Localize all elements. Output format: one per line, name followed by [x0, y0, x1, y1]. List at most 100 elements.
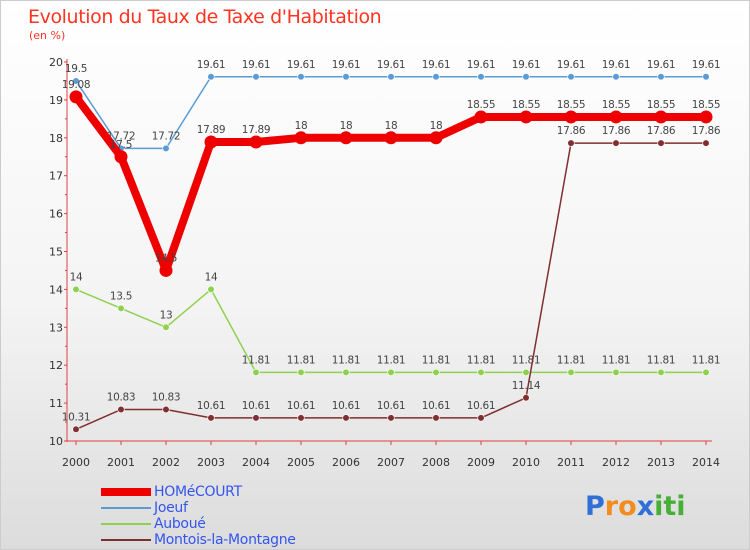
data-point-montois-la-montagne [117, 405, 125, 414]
data-point-montois-la-montagne [432, 414, 440, 422]
data-point-hom-court [204, 135, 218, 149]
logo-letter: i [676, 491, 686, 522]
data-label-joeuf: 19.61 [242, 59, 271, 71]
legend-item-homecourt: HOMéCOURT [101, 484, 296, 500]
data-label-joeuf: 19.61 [332, 59, 361, 71]
legend-swatch-joeuf [101, 507, 151, 509]
data-label-hom-court: 18.55 [467, 99, 496, 111]
data-point-joeuf [432, 73, 440, 81]
data-label-montois-la-montagne: 17.86 [557, 125, 586, 137]
data-label-hom-court: 18.55 [602, 99, 631, 111]
data-point-montois-la-montagne [522, 394, 530, 402]
data-label-hom-court: 17.89 [242, 124, 271, 136]
y-tick-label: 20 [49, 56, 63, 69]
data-point-hom-court [294, 131, 308, 145]
data-point-montois-la-montagne [72, 425, 80, 433]
data-label-aubou-: 13.5 [110, 290, 132, 302]
data-point-joeuf [567, 73, 575, 81]
data-point-hom-court [69, 90, 83, 104]
data-point-montois-la-montagne [252, 414, 260, 422]
series-line-montois-la-montagne [75, 142, 707, 431]
proxiti-logo: Proxiti [585, 491, 686, 527]
legend-item-joeuf: Joeuf [101, 500, 296, 516]
data-label-montois-la-montagne: 17.86 [647, 125, 676, 137]
legend-swatch-homecourt [101, 488, 151, 496]
y-tick-label: 16 [49, 208, 63, 221]
logo-letter: r [604, 491, 619, 522]
data-label-joeuf: 19.61 [557, 59, 586, 71]
data-point-joeuf [612, 73, 620, 81]
data-label-aubou-: 11.81 [602, 354, 631, 366]
data-label-joeuf: 19.61 [692, 59, 721, 71]
x-tick-label: 2006 [332, 456, 360, 469]
data-point-hom-court [519, 110, 533, 124]
data-label-joeuf: 17.72 [152, 130, 181, 142]
data-point-joeuf [657, 73, 665, 81]
data-label-montois-la-montagne: 10.61 [467, 400, 496, 412]
data-label-hom-court: 17.89 [197, 124, 226, 136]
legend-label-joeuf: Joeuf [154, 500, 188, 516]
data-point-hom-court [249, 135, 263, 149]
logo-letter: P [585, 491, 605, 522]
data-point-aubou- [252, 368, 260, 377]
data-point-hom-court [429, 131, 443, 145]
data-point-hom-court [564, 110, 578, 124]
legend-label-auboue: Auboué [154, 516, 206, 532]
x-tick-label: 2003 [197, 456, 225, 469]
y-tick-label: 15 [49, 246, 63, 259]
x-tick-label: 2013 [647, 456, 675, 469]
data-point-joeuf [477, 73, 485, 81]
data-label-aubou-: 14 [205, 271, 218, 283]
data-label-hom-court: 18 [295, 120, 308, 132]
y-tick-label: 18 [49, 132, 63, 145]
data-point-joeuf [702, 73, 710, 81]
data-label-montois-la-montagne: 10.61 [287, 400, 316, 412]
data-label-montois-la-montagne: 10.83 [107, 392, 136, 404]
data-point-montois-la-montagne [207, 414, 215, 422]
y-tick-label: 17 [49, 170, 63, 183]
legend-item-auboue: Auboué [101, 516, 296, 532]
data-point-aubou- [387, 368, 395, 377]
data-label-hom-court: 18.55 [692, 99, 721, 111]
data-point-joeuf [297, 73, 305, 81]
data-point-aubou- [342, 368, 350, 377]
chart-subtitle: (en %) [29, 29, 66, 42]
y-tick-label: 13 [49, 321, 63, 334]
data-point-aubou- [477, 368, 485, 377]
x-tick-label: 2010 [512, 456, 540, 469]
data-point-montois-la-montagne [387, 414, 395, 422]
data-point-aubou- [432, 368, 440, 377]
data-label-montois-la-montagne: 17.86 [692, 125, 721, 137]
data-point-joeuf [522, 73, 530, 81]
data-label-aubou-: 11.81 [287, 354, 316, 366]
data-label-hom-court: 18 [385, 120, 398, 132]
logo-letter: i [654, 491, 664, 522]
data-label-montois-la-montagne: 10.61 [197, 400, 226, 412]
y-tick-label: 12 [49, 359, 63, 372]
data-label-aubou-: 11.81 [467, 354, 496, 366]
data-label-aubou-: 14 [70, 271, 83, 283]
x-tick-label: 2008 [422, 456, 450, 469]
data-point-aubou- [162, 323, 170, 331]
data-point-montois-la-montagne [342, 414, 350, 422]
data-label-joeuf: 19.61 [602, 59, 631, 71]
data-point-aubou- [117, 304, 125, 312]
data-label-joeuf: 19.61 [197, 59, 226, 71]
data-label-aubou-: 13 [160, 309, 173, 321]
data-label-aubou-: 11.81 [377, 354, 406, 366]
chart-title: Evolution du Taux de Taxe d'Habitation [28, 6, 382, 28]
legend-item-montois: Montois-la-Montagne [101, 532, 296, 548]
data-label-aubou-: 11.81 [647, 354, 676, 366]
data-label-montois-la-montagne: 10.61 [332, 400, 361, 412]
data-label-montois-la-montagne: 10.61 [377, 400, 406, 412]
y-tick-label: 10 [49, 435, 63, 448]
data-label-aubou-: 11.81 [557, 354, 586, 366]
data-label-joeuf: 19.61 [287, 59, 316, 71]
data-point-montois-la-montagne [657, 139, 665, 147]
data-label-montois-la-montagne: 10.31 [62, 411, 91, 423]
legend-swatch-auboue [101, 523, 151, 525]
data-label-aubou-: 11.81 [512, 354, 541, 366]
data-point-montois-la-montagne [702, 139, 710, 147]
logo-letter: x [636, 491, 655, 522]
